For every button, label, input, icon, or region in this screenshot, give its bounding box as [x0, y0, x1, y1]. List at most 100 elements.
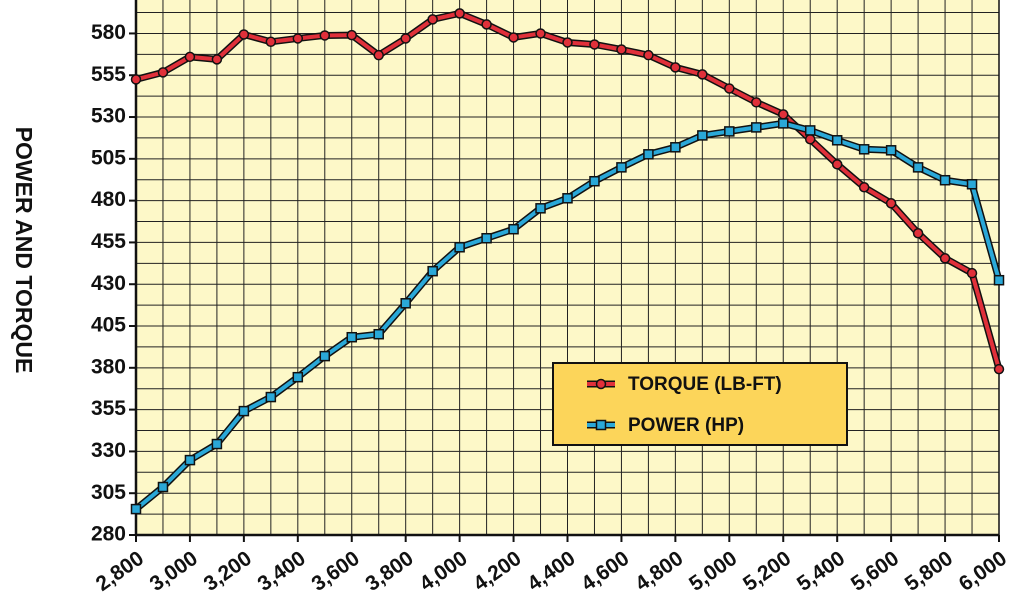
point [804, 125, 816, 136]
point [481, 232, 492, 244]
point [400, 33, 411, 44]
legend: TORQUE (LB-FT) POWER (HP) [552, 362, 848, 446]
point [697, 69, 708, 80]
x-tick-label: 5,800 [901, 547, 957, 596]
point [292, 33, 304, 44]
point [751, 122, 762, 133]
point [373, 49, 384, 61]
point [508, 32, 519, 43]
x-tick-label: 3,600 [308, 547, 364, 596]
y-axis-label: POWER AND TORQUE [11, 127, 37, 374]
x-tick-label: 3,400 [254, 547, 310, 596]
point [157, 481, 169, 493]
x-tick-label: 5,200 [739, 547, 795, 596]
x-tick-label: 3,200 [200, 547, 256, 596]
y-tick-label: 455 [91, 230, 126, 253]
point [697, 130, 708, 141]
point [993, 363, 1005, 375]
legend-label: TORQUE (LB-FT) [628, 374, 782, 395]
point [589, 175, 600, 187]
point [616, 44, 627, 55]
point [939, 174, 951, 186]
y-tick-label: 430 [91, 272, 126, 295]
point [589, 39, 600, 50]
point [130, 503, 142, 515]
x-tick-label: 5,400 [793, 547, 849, 596]
point [724, 126, 735, 137]
point [157, 67, 169, 78]
x-tick-label: 3,000 [146, 547, 202, 596]
legend-marker [595, 378, 607, 390]
point [670, 62, 681, 73]
point [885, 198, 897, 209]
point [184, 454, 196, 466]
point [481, 19, 492, 30]
x-tick-label: 4,400 [523, 547, 579, 596]
point [858, 182, 870, 193]
point [616, 162, 627, 173]
point [427, 265, 438, 277]
legend-marker [595, 419, 607, 431]
point [184, 51, 196, 63]
y-tick-label: 480 [91, 188, 126, 211]
point [966, 267, 978, 279]
y-tick-label: 280 [91, 523, 126, 546]
legend-box [552, 362, 848, 446]
point [912, 227, 924, 239]
x-tick-label: 3,800 [361, 547, 417, 596]
point [211, 54, 223, 65]
x-tick-label: 4,200 [469, 547, 525, 596]
point [993, 274, 1005, 286]
point [454, 8, 465, 19]
x-tick-label: 2,800 [92, 547, 148, 596]
y-tick-label: 405 [91, 314, 126, 337]
x-tick-label: 5,000 [685, 547, 741, 596]
point [831, 159, 843, 170]
y-tick-label: 505 [91, 146, 126, 169]
point [643, 149, 654, 160]
point [427, 14, 438, 25]
point [211, 438, 223, 450]
point [535, 203, 546, 214]
y-tick-label: 580 [91, 21, 126, 44]
y-tick-label: 555 [91, 63, 126, 86]
point [319, 350, 331, 362]
point [265, 391, 277, 403]
x-tick-label: 4,000 [415, 547, 471, 596]
y-tick-label: 355 [91, 397, 126, 420]
point [939, 253, 951, 264]
y-tick-label: 330 [91, 439, 126, 462]
point [724, 83, 735, 94]
x-tick-label: 5,600 [847, 547, 903, 596]
point [346, 331, 357, 343]
point [778, 109, 789, 120]
y-tick-label: 305 [91, 481, 126, 504]
point [373, 328, 384, 340]
point [562, 37, 573, 48]
point [562, 193, 573, 204]
point [858, 144, 870, 155]
y-tick-label: 380 [91, 355, 126, 378]
point [238, 405, 250, 417]
point [643, 49, 654, 61]
point [238, 29, 250, 40]
point [912, 162, 924, 173]
point [804, 134, 816, 145]
point [346, 29, 357, 41]
x-tick-label: 4,800 [631, 547, 687, 596]
point [292, 371, 304, 383]
y-tick-label: 530 [91, 105, 126, 128]
point [265, 36, 277, 48]
point [319, 30, 331, 41]
point [130, 74, 142, 85]
point [508, 223, 519, 235]
point [885, 145, 897, 156]
point [831, 135, 843, 146]
x-tick-label: 6,000 [955, 547, 1011, 596]
point [454, 242, 465, 253]
point [535, 28, 546, 39]
legend-label: POWER (HP) [628, 415, 744, 436]
point [670, 142, 681, 153]
